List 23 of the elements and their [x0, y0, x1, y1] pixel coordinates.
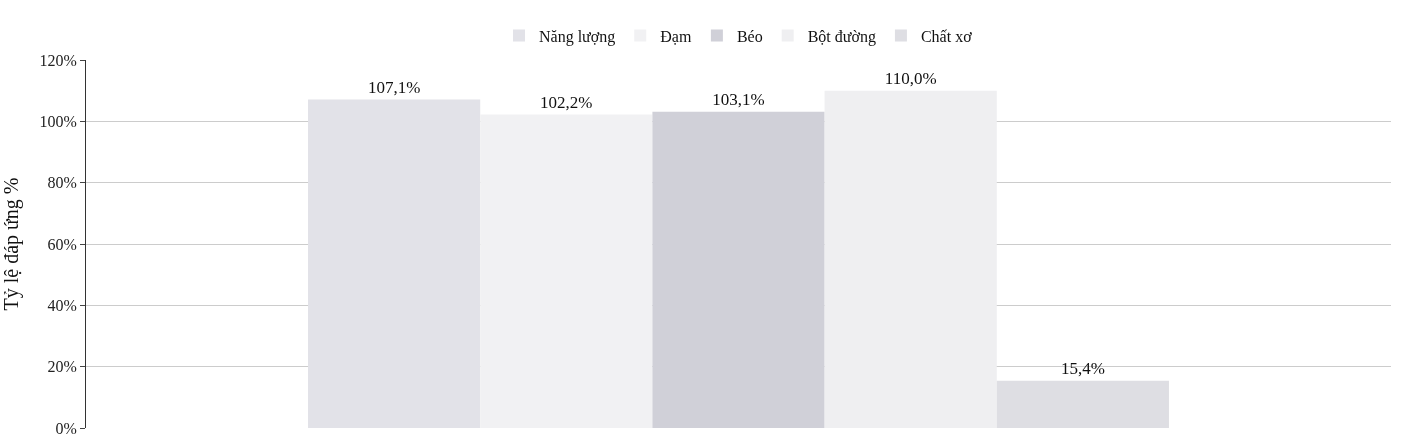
legend-label: Béo [736, 27, 763, 45]
y-tick-label: 20% [47, 358, 77, 376]
data-label: 15,4% [1060, 358, 1105, 378]
bar [652, 111, 825, 428]
data-label: 107,1% [367, 77, 421, 97]
legend-label: Đạm [660, 27, 692, 45]
bar [824, 90, 997, 428]
y-tick-label: 60% [47, 235, 77, 253]
y-tick-label: 80% [47, 174, 77, 192]
data-label: 103,1% [712, 89, 765, 109]
bar [308, 99, 481, 428]
y-tick-label: 40% [47, 296, 77, 314]
y-tick-label: 0% [55, 419, 77, 437]
y-tick-label: 100% [39, 112, 77, 130]
data-label: 110,0% [884, 68, 937, 88]
legend-label: Năng lượng [539, 27, 616, 46]
y-tick-label: 120% [39, 51, 77, 69]
legend-label: Bột đường [807, 27, 876, 46]
legend-label: Chất xơ [920, 27, 973, 45]
y-axis-title: Tỷ lệ đáp ứng % [0, 177, 23, 311]
data-label: 102,2% [540, 92, 593, 112]
bar [996, 380, 1169, 428]
bar [480, 114, 653, 428]
